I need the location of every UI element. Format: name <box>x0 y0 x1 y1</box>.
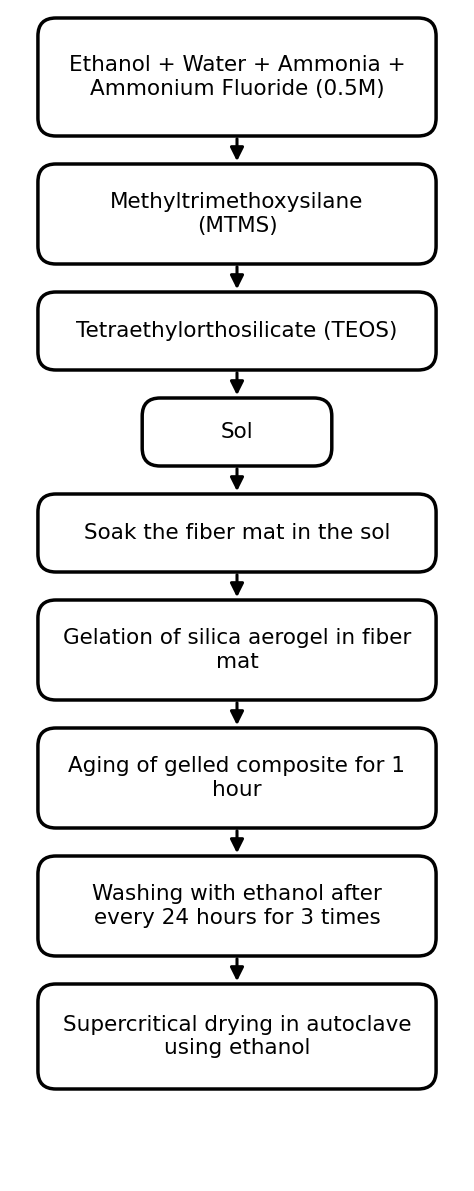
FancyBboxPatch shape <box>38 164 436 264</box>
FancyBboxPatch shape <box>38 984 436 1089</box>
Text: Supercritical drying in autoclave
using ethanol: Supercritical drying in autoclave using … <box>63 1015 411 1058</box>
Text: Washing with ethanol after
every 24 hours for 3 times: Washing with ethanol after every 24 hour… <box>92 885 382 928</box>
FancyBboxPatch shape <box>38 18 436 136</box>
FancyBboxPatch shape <box>38 856 436 956</box>
Text: Soak the fiber mat in the sol: Soak the fiber mat in the sol <box>84 523 390 543</box>
FancyBboxPatch shape <box>38 494 436 572</box>
FancyBboxPatch shape <box>38 292 436 370</box>
FancyBboxPatch shape <box>38 728 436 828</box>
Text: Tetraethylorthosilicate (TEOS): Tetraethylorthosilicate (TEOS) <box>76 322 398 341</box>
Text: Sol: Sol <box>221 422 253 442</box>
FancyBboxPatch shape <box>38 600 436 700</box>
FancyBboxPatch shape <box>142 398 332 466</box>
Text: Ethanol + Water + Ammonia +
Ammonium Fluoride (0.5M): Ethanol + Water + Ammonia + Ammonium Flu… <box>69 56 405 99</box>
Text: Gelation of silica aerogel in fiber
mat: Gelation of silica aerogel in fiber mat <box>63 629 411 672</box>
Text: Aging of gelled composite for 1
hour: Aging of gelled composite for 1 hour <box>69 756 405 799</box>
Text: Methyltrimethoxysilane
(MTMS): Methyltrimethoxysilane (MTMS) <box>110 193 364 236</box>
